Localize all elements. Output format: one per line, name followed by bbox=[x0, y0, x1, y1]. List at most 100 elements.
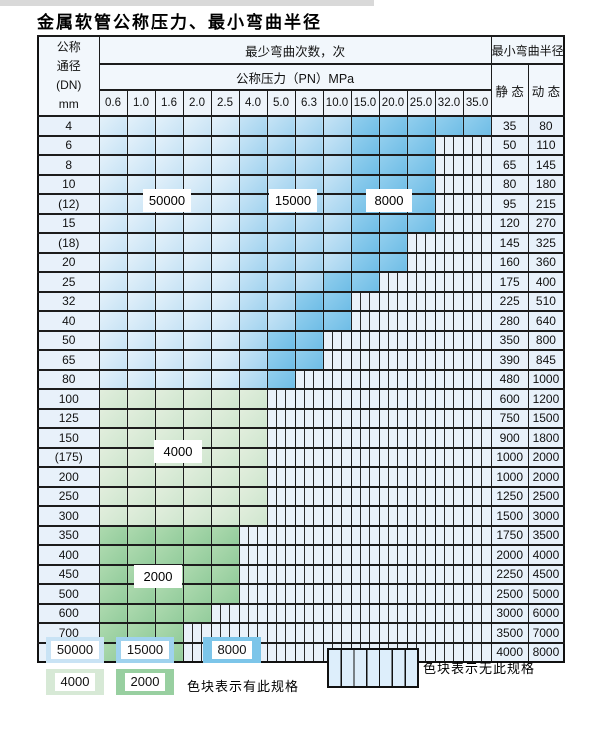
dn-cell: 10 bbox=[37, 173, 100, 195]
no-spec-cell bbox=[406, 310, 436, 331]
legend-swatch-2000: 2000 bbox=[116, 669, 174, 695]
legend-swatch-label: 50000 bbox=[50, 641, 100, 659]
spec-cell-b50 bbox=[98, 251, 128, 273]
static-value-cell: 35 bbox=[490, 115, 529, 136]
no-spec-cell bbox=[434, 544, 464, 565]
pressure-tick-4.0: 4.0 bbox=[238, 89, 268, 117]
dynamic-value-cell: 80 bbox=[527, 115, 565, 136]
dynamic-value-cell: 270 bbox=[527, 212, 565, 234]
spec-cell-b50 bbox=[182, 271, 212, 292]
pressure-tick-35.0: 35.0 bbox=[462, 89, 492, 117]
spec-cell-b8 bbox=[406, 134, 436, 156]
no-spec-cell bbox=[462, 583, 492, 604]
spec-cell-g2 bbox=[154, 583, 184, 604]
no-spec-cell bbox=[322, 505, 352, 526]
spec-cell-g4 bbox=[182, 407, 212, 429]
no-spec-cell bbox=[266, 505, 296, 526]
no-spec-cell bbox=[350, 310, 380, 331]
no-spec-cell bbox=[322, 466, 352, 487]
static-value-cell: 225 bbox=[490, 290, 529, 312]
spec-cell-b50 bbox=[98, 154, 128, 175]
dn-cell: 600 bbox=[37, 602, 100, 624]
dn-cell: 350 bbox=[37, 524, 100, 546]
no-spec-cell bbox=[266, 583, 296, 604]
spec-cell-b50 bbox=[154, 349, 184, 370]
spec-cell-b15 bbox=[322, 134, 352, 156]
pressure-tick-10.0: 10.0 bbox=[322, 89, 352, 117]
pressure-tick-20.0: 20.0 bbox=[378, 89, 408, 117]
no-spec-cell bbox=[378, 407, 408, 429]
pressure-tick-25.0: 25.0 bbox=[406, 89, 436, 117]
table-row: (18) 145 325 bbox=[37, 232, 565, 253]
no-spec-cell bbox=[294, 427, 324, 448]
legend-no-spec-swatch bbox=[327, 648, 419, 688]
spec-cell-b15 bbox=[238, 115, 268, 136]
no-spec-cell bbox=[378, 446, 408, 468]
no-spec-cell bbox=[322, 563, 352, 585]
table-row: 100 600 1200 bbox=[37, 388, 565, 409]
spec-cell-b8 bbox=[350, 251, 380, 273]
table-row: 40 280 640 bbox=[37, 310, 565, 331]
no-spec-cell bbox=[462, 134, 492, 156]
spec-cell-b15 bbox=[238, 368, 268, 390]
spec-cell-b15 bbox=[238, 329, 268, 351]
spec-cell-g4 bbox=[154, 407, 184, 429]
no-spec-cell bbox=[378, 329, 408, 351]
static-header-cell: 静 态 bbox=[490, 63, 529, 117]
spec-cell-b8 bbox=[378, 154, 408, 175]
no-spec-cell bbox=[462, 349, 492, 370]
no-spec-cell bbox=[322, 544, 352, 565]
spec-cell-b15 bbox=[266, 251, 296, 273]
dynamic-header-cell: 动 态 bbox=[527, 63, 565, 117]
cycles-header-cell: 最少弯曲次数，次 bbox=[98, 35, 492, 65]
spec-cell-g4 bbox=[238, 485, 268, 507]
spec-cell-b15 bbox=[238, 134, 268, 156]
spec-cell-b15 bbox=[294, 251, 324, 273]
no-spec-cell bbox=[406, 602, 436, 624]
spec-cell-b50 bbox=[126, 271, 156, 292]
spec-cell-g2 bbox=[182, 602, 212, 624]
spec-cell-b50 bbox=[126, 115, 156, 136]
spec-cell-b50 bbox=[210, 115, 240, 136]
spec-cell-b50 bbox=[182, 251, 212, 273]
no-spec-cell bbox=[322, 329, 352, 351]
spec-cell-b50 bbox=[210, 349, 240, 370]
spec-cell-b8 bbox=[406, 212, 436, 234]
spec-cell-b8 bbox=[350, 271, 380, 292]
no-spec-cell bbox=[350, 329, 380, 351]
spec-cell-b50 bbox=[182, 349, 212, 370]
spec-cell-g4 bbox=[126, 388, 156, 409]
no-spec-cell bbox=[406, 524, 436, 546]
no-spec-cell bbox=[434, 134, 464, 156]
no-spec-cell bbox=[350, 349, 380, 370]
spec-cell-b50 bbox=[154, 368, 184, 390]
spec-cell-b8 bbox=[378, 212, 408, 234]
no-spec-cell bbox=[462, 193, 492, 214]
dynamic-value-cell: 1200 bbox=[527, 388, 565, 409]
table-row: 80 480 1000 bbox=[37, 368, 565, 390]
spec-cell-b15 bbox=[266, 115, 296, 136]
no-spec-cell bbox=[406, 466, 436, 487]
no-spec-cell bbox=[462, 251, 492, 273]
no-spec-cell bbox=[350, 563, 380, 585]
no-spec-cell bbox=[238, 563, 268, 585]
no-spec-cell bbox=[406, 505, 436, 526]
dynamic-value-cell: 1800 bbox=[527, 427, 565, 448]
spec-cell-g4 bbox=[238, 505, 268, 526]
spec-cell-b8 bbox=[294, 349, 324, 370]
spec-cell-g4 bbox=[98, 446, 128, 468]
dn-cell: 20 bbox=[37, 251, 100, 273]
dynamic-value-cell: 3000 bbox=[527, 505, 565, 526]
zone-count-label: 2000 bbox=[134, 565, 182, 588]
spec-cell-b50 bbox=[126, 134, 156, 156]
spec-cell-g2 bbox=[126, 524, 156, 546]
no-spec-cell bbox=[378, 388, 408, 409]
spec-cell-b8 bbox=[406, 115, 436, 136]
no-spec-cell bbox=[294, 583, 324, 604]
spec-cell-b50 bbox=[154, 290, 184, 312]
static-value-cell: 480 bbox=[490, 368, 529, 390]
dn-cell: 250 bbox=[37, 485, 100, 507]
no-spec-cell bbox=[378, 466, 408, 487]
no-spec-cell bbox=[378, 505, 408, 526]
spec-cell-b50 bbox=[182, 310, 212, 331]
